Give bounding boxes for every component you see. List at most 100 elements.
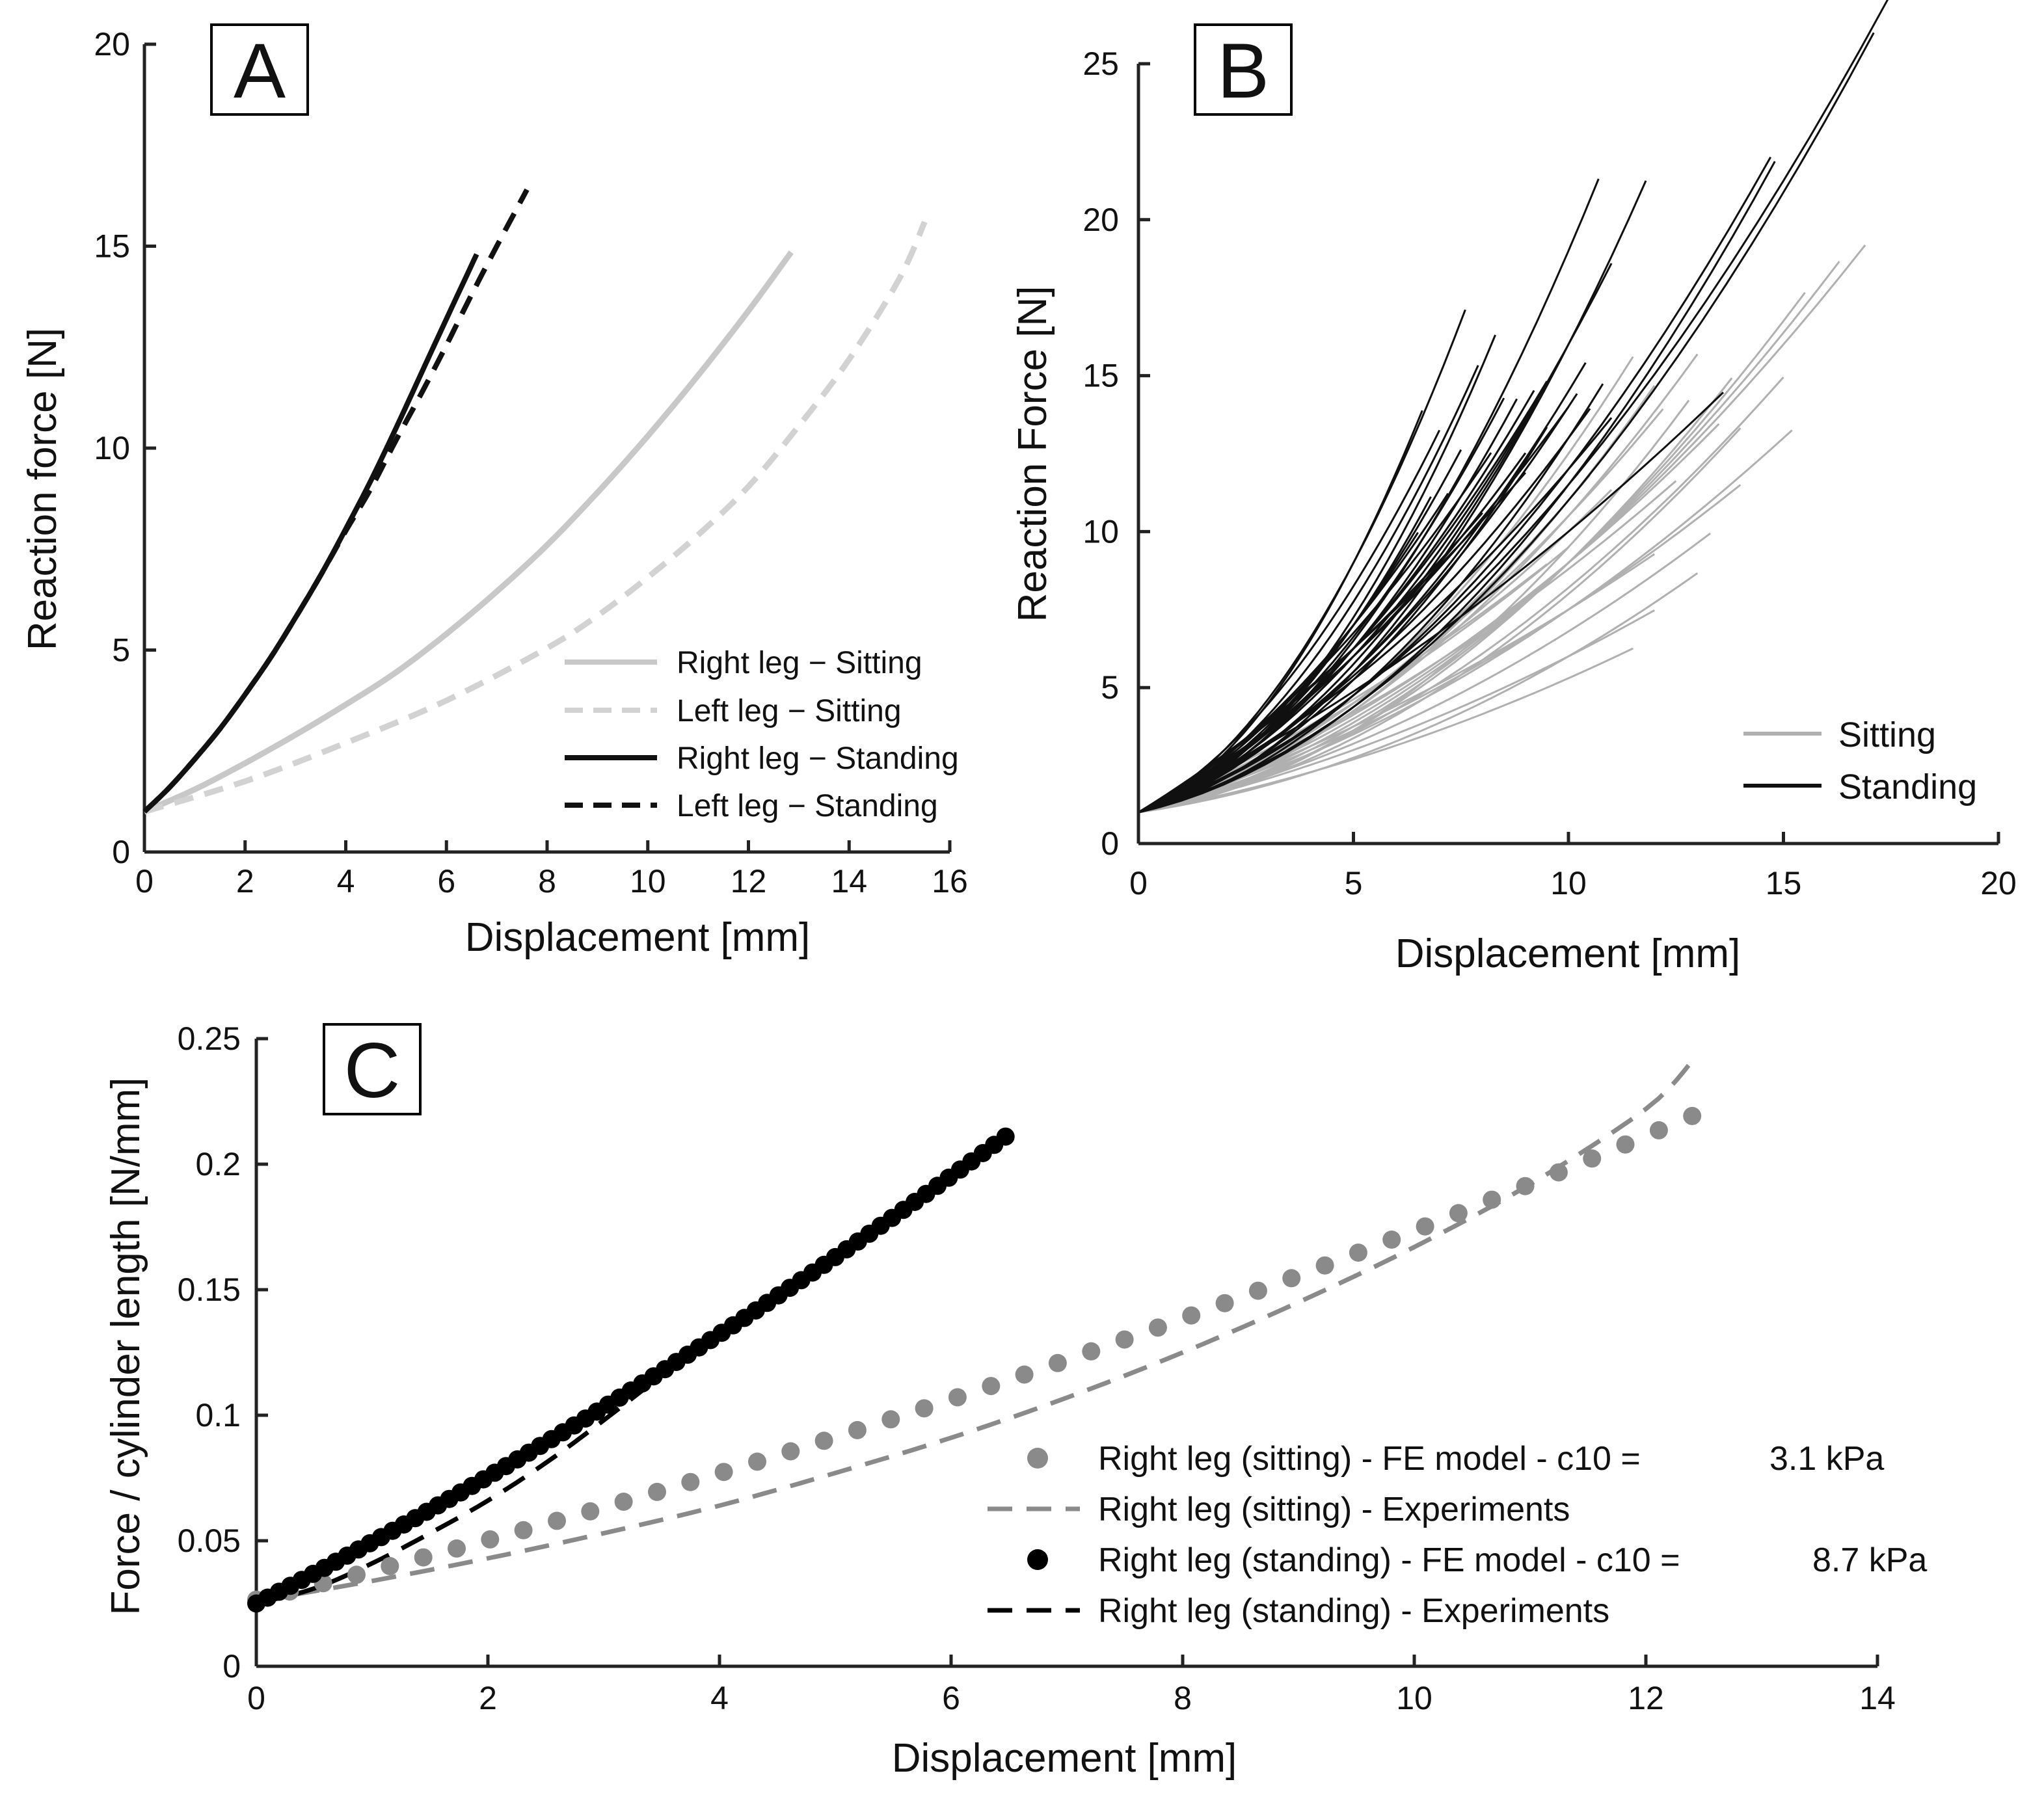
panel-c-xtick-label: 14 — [1859, 1680, 1896, 1716]
panel-b-sitting-curve-7 — [1138, 376, 1784, 814]
panel-b-sitting-curve-1 — [1138, 647, 1634, 814]
panel-c-xtick-label: 8 — [1174, 1680, 1192, 1716]
panel-c-ytick-label: 0.25 — [178, 1020, 241, 1057]
panel-a-xtick-label: 6 — [437, 863, 455, 899]
panel-b-standing-curve-3 — [1138, 263, 1613, 814]
panel-c-marker-1 — [915, 1399, 934, 1418]
panel-a-legend-label-2: Left leg − Sitting — [677, 694, 902, 728]
panel-b-standing-curve-18 — [1138, 426, 1548, 814]
panel-c-marker-1 — [614, 1493, 633, 1511]
panel-b-sitting-curve-10 — [1138, 261, 1840, 814]
panel-c-marker-1 — [1115, 1330, 1134, 1349]
panel-a-xlabel: Displacement [mm] — [465, 915, 811, 960]
panel-c-marker-1 — [948, 1388, 967, 1407]
panel-c-legend-label-3: Right leg (standing) - FE model - c10 = — [1098, 1541, 1680, 1579]
panel-c-marker-1 — [1182, 1306, 1201, 1325]
panel-c-xtick-label: 4 — [710, 1680, 729, 1716]
panel-b-standing-curve-33 — [1138, 392, 1725, 814]
panel-b-sitting-curve-2 — [1138, 572, 1699, 814]
panel-b: B Displacement [mm] Reaction Force [N] 0… — [1010, 0, 2017, 976]
panel-b-ylabel: Reaction Force [N] — [1010, 286, 1055, 622]
panel-c-ytick-label: 0.05 — [178, 1523, 241, 1559]
panel-c-marker-1 — [1148, 1318, 1167, 1337]
panel-b-ytick-label: 25 — [1083, 46, 1119, 82]
panel-b-standing-curve-12 — [1138, 32, 1875, 814]
panel-c-marker-1 — [681, 1472, 700, 1491]
panel-c-marker-1 — [1215, 1294, 1234, 1312]
panel-c-legend-value-1: 3.1 kPa — [1769, 1440, 1884, 1478]
panel-a-legend-label-4: Left leg − Standing — [677, 789, 938, 823]
panel-c-marker-1 — [1683, 1106, 1702, 1125]
panel-b-standing-curve-23 — [1138, 362, 1587, 814]
panel-a-ylabel: Reaction force [N] — [20, 328, 65, 650]
panel-a-ytick-label: 10 — [94, 430, 130, 466]
panel-a-label-box: A — [210, 23, 309, 116]
panel-c-marker-1 — [1616, 1135, 1635, 1154]
panel-c-marker-1 — [481, 1530, 500, 1549]
panel-b-standing-curve-22 — [1138, 406, 1570, 814]
panel-c-ylabel: Force / cylinder length [N/mm] — [103, 1078, 148, 1616]
panel-a-series-line-1 — [143, 250, 794, 815]
panel-c-marker-1 — [1449, 1204, 1468, 1223]
panel-a-ytick-label: 15 — [94, 228, 130, 265]
panel-c-xtick-label: 12 — [1628, 1680, 1664, 1716]
panel-b-legend-label-1: Sitting — [1838, 715, 1936, 754]
panel-c-marker-1 — [881, 1410, 900, 1429]
panel-c-marker-3 — [996, 1127, 1015, 1146]
panel-c-legend-value-3: 8.7 kPa — [1812, 1541, 1927, 1579]
panel-b-xlabel: Displacement [mm] — [1395, 931, 1741, 976]
panel-b-standing-curve-31 — [1138, 496, 1432, 814]
panel-a-xtick-label: 14 — [831, 863, 867, 899]
panel-c-legend-swatch-1 — [1027, 1448, 1048, 1469]
panel-c-xtick-label: 6 — [942, 1680, 960, 1716]
panel-c-marker-1 — [1649, 1121, 1668, 1139]
panel-c-ytick-label: 0.1 — [195, 1397, 241, 1433]
panel-c-marker-1 — [748, 1452, 766, 1471]
panel-c-xtick-label: 2 — [479, 1680, 497, 1716]
panel-c-marker-1 — [648, 1482, 666, 1501]
panel-b-ytick-label: 0 — [1101, 825, 1119, 862]
panel-b-sitting-curve-14 — [1138, 377, 1733, 814]
panel-c-marker-1 — [448, 1539, 466, 1558]
panel-c-marker-1 — [1349, 1244, 1367, 1262]
panel-c-marker-1 — [581, 1502, 600, 1521]
panel-b-standing-curve-32 — [1138, 492, 1449, 814]
panel-a-xtick-label: 10 — [630, 863, 666, 899]
panel-a-xtick-label: 12 — [731, 863, 767, 899]
panel-b-label-box: B — [1194, 23, 1293, 116]
panel-a-series-line-4 — [142, 188, 530, 814]
panel-b-ytick-label: 15 — [1083, 358, 1119, 394]
panel-c-ytick-label: 0.2 — [195, 1146, 241, 1182]
panel-c-marker-1 — [1549, 1163, 1568, 1182]
panel-b-ytick-label: 10 — [1083, 513, 1119, 550]
panel-a-series-line-2 — [143, 220, 928, 815]
panel-b-legend-label-2: Standing — [1838, 767, 1977, 806]
panel-c-marker-1 — [1048, 1353, 1067, 1372]
panel-c-marker-1 — [1082, 1342, 1101, 1361]
panel-a-xtick-label: 4 — [337, 863, 355, 899]
panel-b-letter: B — [1217, 27, 1269, 114]
panel-c-letter: C — [344, 1027, 401, 1114]
panel-b-standing-curve-27 — [1138, 472, 1527, 814]
panel-c-label-box: C — [323, 1023, 422, 1115]
panel-b-xtick-label: 15 — [1766, 865, 1802, 901]
panel-c-marker-1 — [1416, 1217, 1434, 1236]
panel-b-xtick-label: 0 — [1129, 865, 1148, 901]
panel-c-xlabel: Displacement [mm] — [892, 1736, 1237, 1781]
panel-b-standing-curve-9 — [1138, 365, 1479, 814]
panel-b-xtick-label: 5 — [1345, 865, 1363, 901]
panel-c-marker-1 — [1483, 1190, 1501, 1209]
panel-c-marker-1 — [1282, 1269, 1301, 1288]
panel-c-legend-label-4: Right leg (standing) - Experiments — [1098, 1592, 1609, 1630]
panel-c: C Displacement [mm] Force / cylinder len… — [103, 1020, 1927, 1781]
panel-c-marker-1 — [381, 1557, 399, 1575]
panel-a-ytick-label: 5 — [112, 632, 130, 669]
panel-a-legend-label-3: Right leg − Standing — [677, 741, 959, 776]
panel-a-xtick-label: 8 — [538, 863, 556, 899]
panel-b-sitting-curve-23 — [1138, 399, 1690, 814]
panel-a-xtick-label: 0 — [135, 863, 154, 899]
panel-a-xtick-label: 16 — [932, 863, 968, 899]
panel-c-marker-1 — [347, 1565, 366, 1584]
panel-a: A Displacement [mm] Reaction force [N] 0… — [20, 23, 968, 960]
